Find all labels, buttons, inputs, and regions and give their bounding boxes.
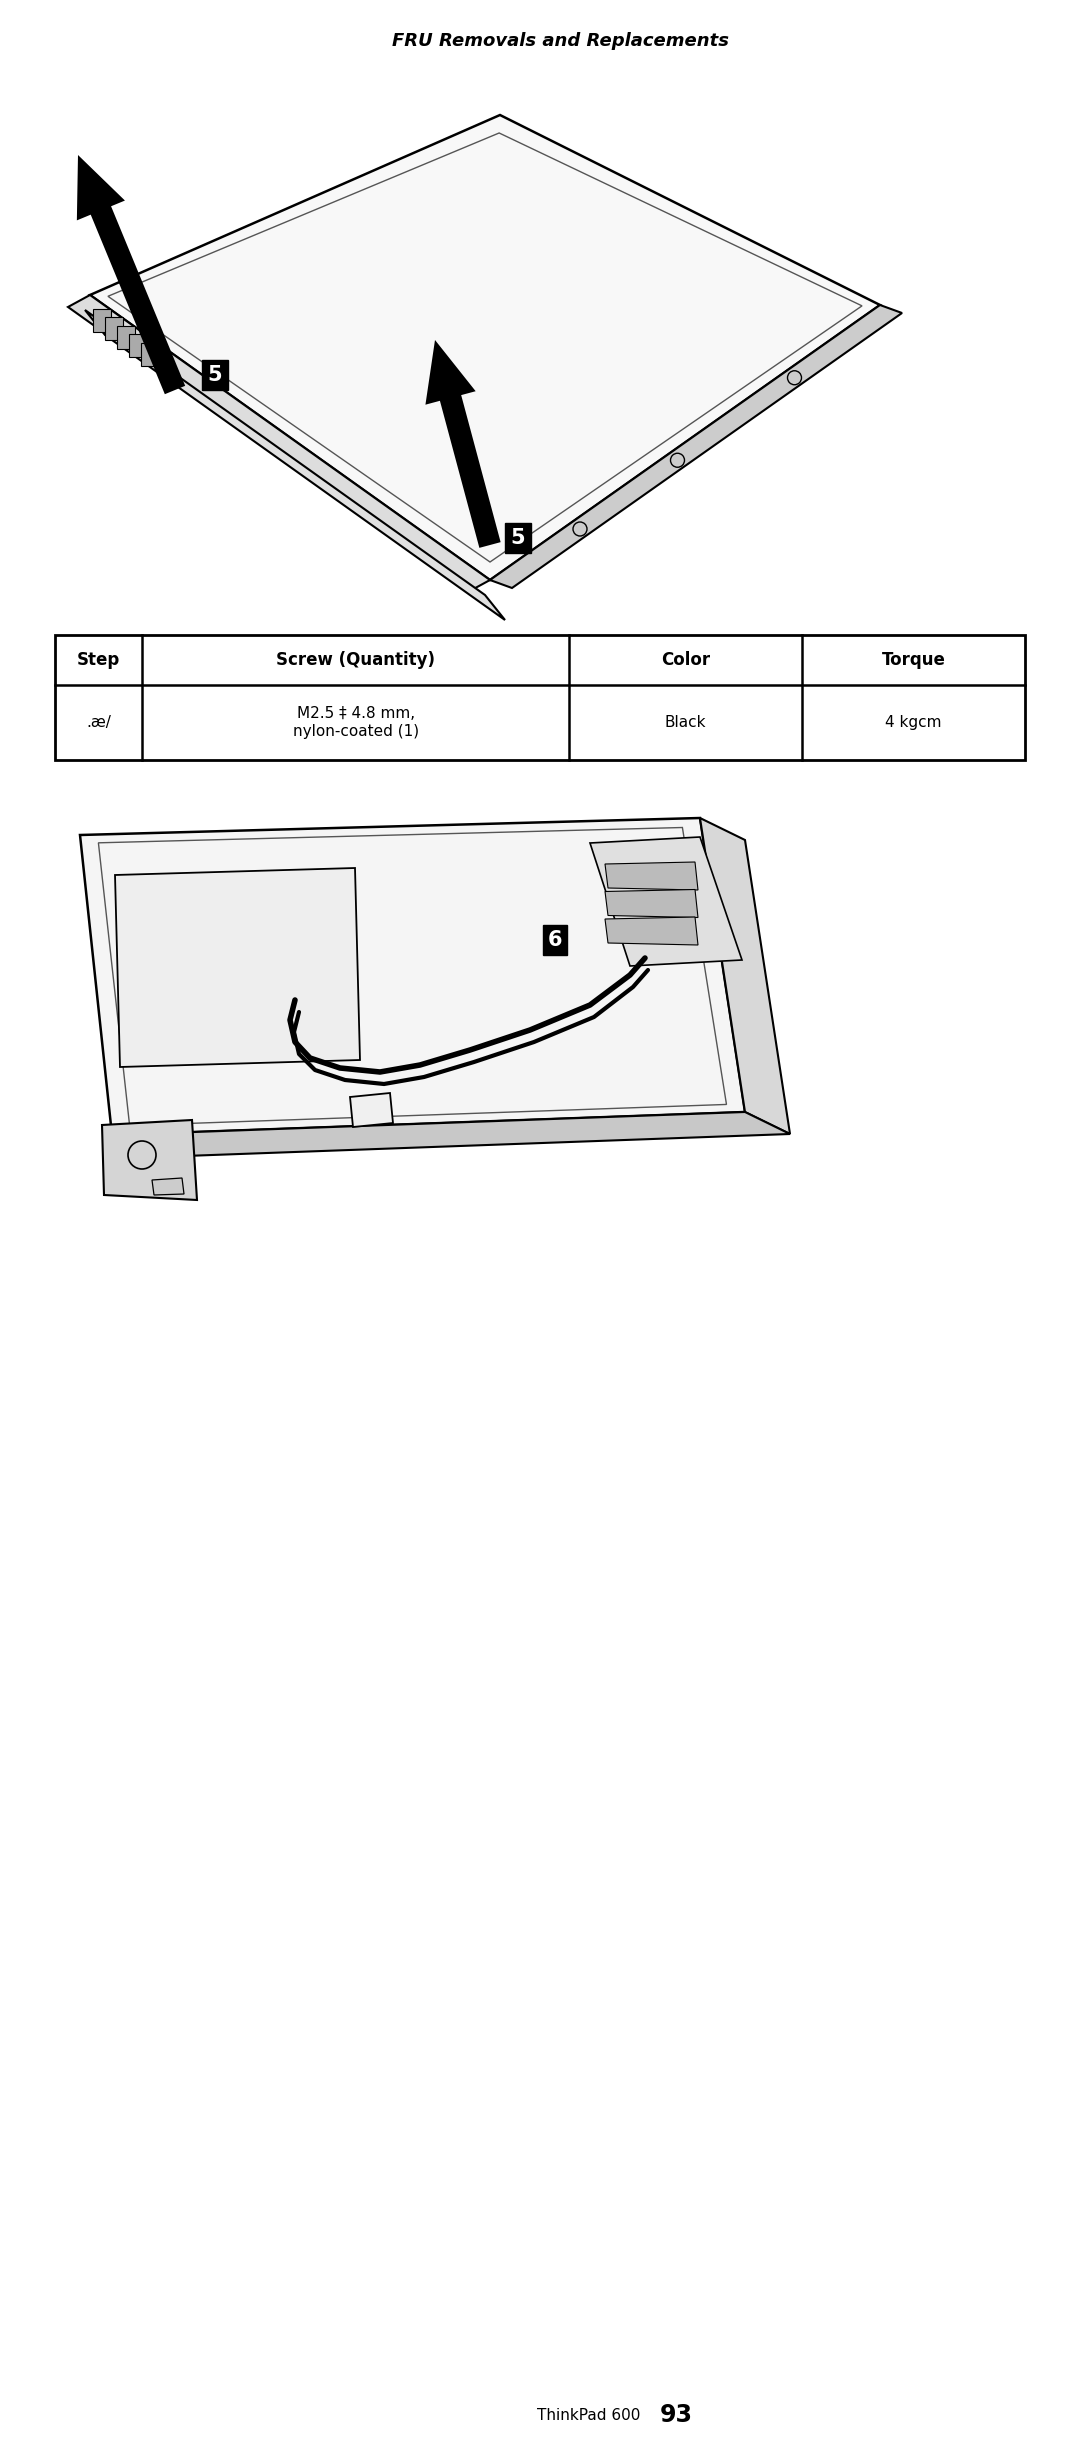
Polygon shape bbox=[426, 340, 501, 548]
Polygon shape bbox=[90, 115, 880, 580]
Polygon shape bbox=[130, 335, 147, 357]
Polygon shape bbox=[85, 311, 505, 619]
Polygon shape bbox=[112, 1111, 789, 1158]
Text: Step: Step bbox=[77, 651, 120, 668]
Polygon shape bbox=[605, 918, 698, 945]
Text: Black: Black bbox=[665, 715, 706, 730]
Text: Screw (Quantity): Screw (Quantity) bbox=[276, 651, 435, 668]
Polygon shape bbox=[114, 869, 360, 1067]
Text: ThinkPad 600: ThinkPad 600 bbox=[537, 2406, 640, 2424]
Text: FRU Removals and Replacements: FRU Removals and Replacements bbox=[391, 32, 729, 49]
Polygon shape bbox=[490, 306, 902, 588]
Polygon shape bbox=[152, 1177, 184, 1195]
Polygon shape bbox=[77, 154, 185, 394]
Text: M2.5 ‡ 4.8 mm,
nylon-coated (1): M2.5 ‡ 4.8 mm, nylon-coated (1) bbox=[293, 707, 419, 739]
Polygon shape bbox=[700, 818, 789, 1133]
Polygon shape bbox=[605, 889, 698, 918]
Bar bbox=[55, 634, 1025, 759]
Polygon shape bbox=[141, 343, 159, 365]
Text: 5: 5 bbox=[207, 365, 222, 384]
Text: 5: 5 bbox=[511, 529, 525, 548]
Polygon shape bbox=[105, 318, 123, 340]
Polygon shape bbox=[102, 1121, 197, 1200]
Text: Torque: Torque bbox=[881, 651, 945, 668]
Polygon shape bbox=[590, 837, 742, 967]
Polygon shape bbox=[93, 308, 111, 330]
Polygon shape bbox=[350, 1092, 393, 1126]
Text: Color: Color bbox=[661, 651, 710, 668]
Polygon shape bbox=[80, 818, 745, 1136]
Text: 4 kgcm: 4 kgcm bbox=[886, 715, 942, 730]
Text: 93: 93 bbox=[660, 2404, 693, 2426]
Polygon shape bbox=[118, 326, 135, 348]
Polygon shape bbox=[68, 296, 490, 592]
Text: 6: 6 bbox=[548, 930, 563, 950]
Text: .æ/: .æ/ bbox=[86, 715, 111, 730]
Polygon shape bbox=[605, 862, 698, 891]
